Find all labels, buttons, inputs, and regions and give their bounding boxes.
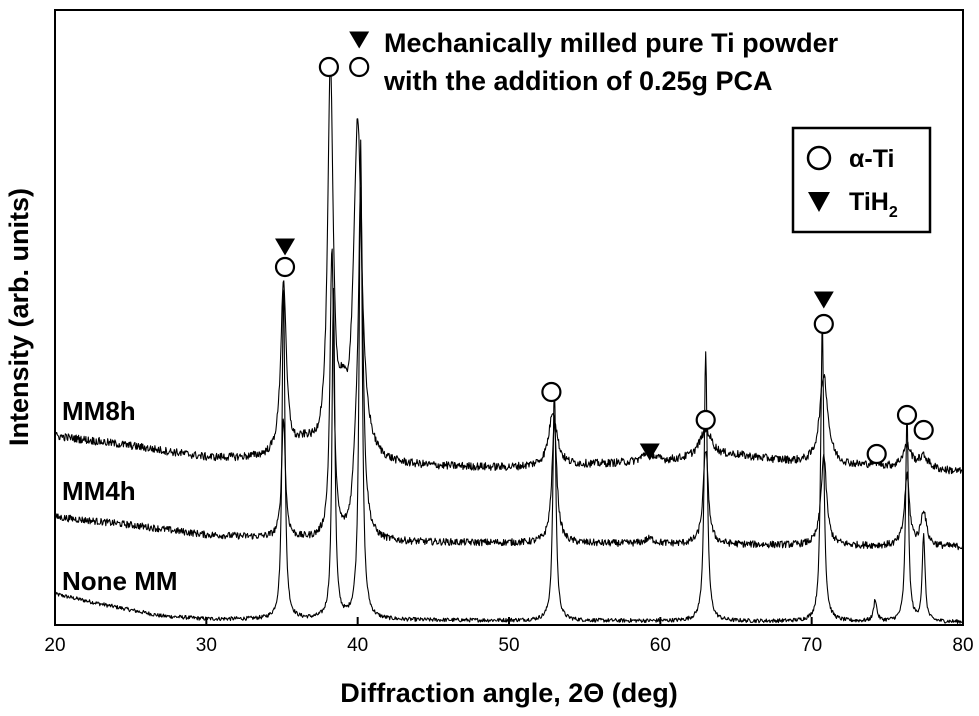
tih2-marker-icon — [275, 238, 296, 256]
alpha-ti-marker-icon — [866, 443, 887, 465]
x-tick-label: 40 — [347, 635, 368, 656]
trace-mm8h — [54, 59, 964, 475]
series-label-mm8h: MM8h — [62, 396, 136, 426]
alpha-ti-marker-icon — [896, 404, 918, 426]
phase-markers — [274, 31, 934, 465]
legend-triangle-down-icon — [808, 192, 830, 212]
alpha-ti-marker-icon — [541, 381, 562, 403]
chart-title-line-2: with the addition of 0.25g PCA — [383, 66, 773, 96]
tih2-marker-icon — [639, 443, 660, 461]
legend-label-tih2: TiH2 — [849, 188, 898, 221]
legend: α-Ti TiH2 — [791, 126, 932, 234]
legend-circle-icon — [806, 145, 832, 171]
legend-label-tih2-subscript: 2 — [889, 204, 898, 221]
x-tick-label: 30 — [196, 635, 217, 656]
x-axis-ticks: 20 30 40 50 60 70 80 — [44, 617, 974, 656]
series-label-mm4h: MM4h — [62, 476, 136, 506]
x-tick-label: 80 — [952, 635, 973, 656]
legend-label-alpha-ti: α-Ti — [849, 145, 894, 173]
tih2-marker-icon — [349, 31, 370, 49]
legend-box — [791, 126, 932, 234]
trace-mm4h — [54, 187, 964, 551]
tih2-marker-icon — [813, 291, 834, 309]
x-tick-label: 20 — [44, 635, 65, 656]
legend-label-tih2-main: TiH — [849, 188, 889, 216]
x-tick-label: 70 — [801, 635, 822, 656]
alpha-ti-marker-icon — [274, 256, 296, 278]
y-axis-title: Intensity (arb. units) — [4, 188, 34, 446]
alpha-ti-marker-icon — [318, 56, 339, 78]
alpha-ti-marker-icon — [813, 313, 834, 335]
x-tick-label: 60 — [650, 635, 671, 656]
alpha-ti-marker-icon — [913, 419, 934, 441]
x-axis-title: Diffraction angle, 2Θ (deg) — [340, 678, 678, 708]
x-tick-label: 50 — [498, 635, 519, 656]
alpha-ti-marker-icon — [695, 409, 716, 431]
series-label-none-mm: None MM — [62, 566, 178, 596]
alpha-ti-marker-icon — [349, 56, 370, 78]
chart-title-line-1: Mechanically milled pure Ti powder — [384, 28, 839, 58]
